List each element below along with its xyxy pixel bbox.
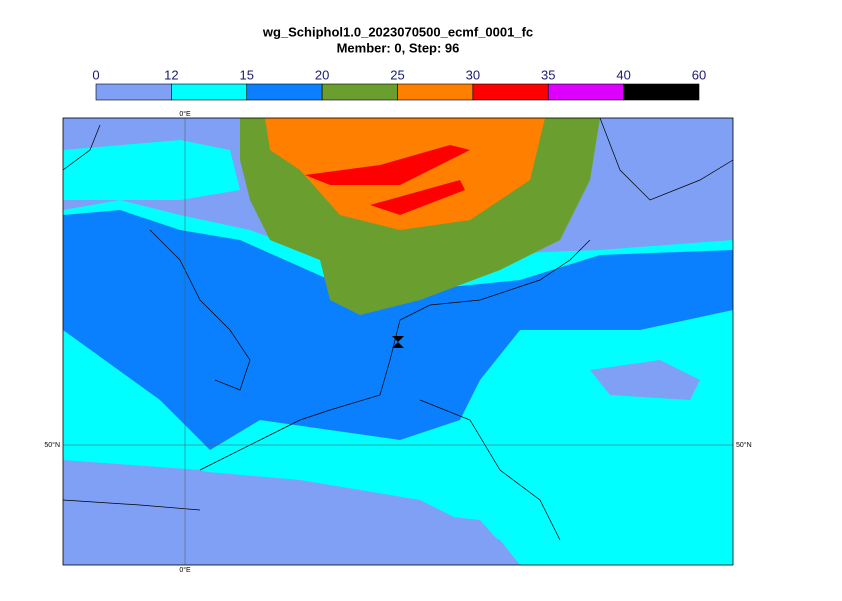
colorbar-tick-label: 35	[541, 67, 555, 82]
lat-label: 50°N	[736, 441, 752, 449]
field-0	[590, 360, 700, 400]
field-5	[370, 180, 465, 215]
lon-label: 0°E	[179, 566, 191, 574]
colorbar-segment	[246, 83, 323, 101]
station-marker	[392, 336, 404, 348]
colorbar-tick-label: 30	[466, 67, 480, 82]
lon-label: 0°E	[179, 110, 191, 118]
colorbar-segment	[321, 83, 398, 101]
title: wg_Schiphol1.0_2023070500_ecmf_0001_fc	[262, 24, 533, 39]
colorbar-tick-label: 20	[315, 67, 329, 82]
colorbar-segment	[95, 83, 172, 101]
colorbar-tick-label: 25	[390, 67, 404, 82]
colorbar-segment	[171, 83, 248, 101]
colorbar-tick-label: 60	[692, 67, 706, 82]
lat-label: 50°N	[44, 441, 60, 449]
field-5	[305, 145, 470, 185]
colorbar: 0 12 15 20 25 30 35 40 60	[92, 67, 706, 101]
colorbar-segment	[397, 83, 474, 101]
colorbar-segment	[547, 83, 624, 101]
map-frame	[62, 117, 734, 566]
coastline	[63, 118, 733, 541]
colorbar-tick-label: 12	[164, 67, 178, 82]
map	[63, 118, 733, 565]
field-0	[185, 470, 520, 565]
colorbar-segment	[623, 83, 700, 101]
colorbar-segment	[472, 83, 549, 101]
colorbar-tick-label: 15	[240, 67, 254, 82]
colorbar-tick-label: 40	[616, 67, 630, 82]
colorbar-tick-label: 0	[92, 67, 99, 82]
field-1	[63, 140, 240, 200]
subtitle: Member: 0, Step: 96	[337, 40, 460, 55]
field-2	[63, 210, 733, 450]
